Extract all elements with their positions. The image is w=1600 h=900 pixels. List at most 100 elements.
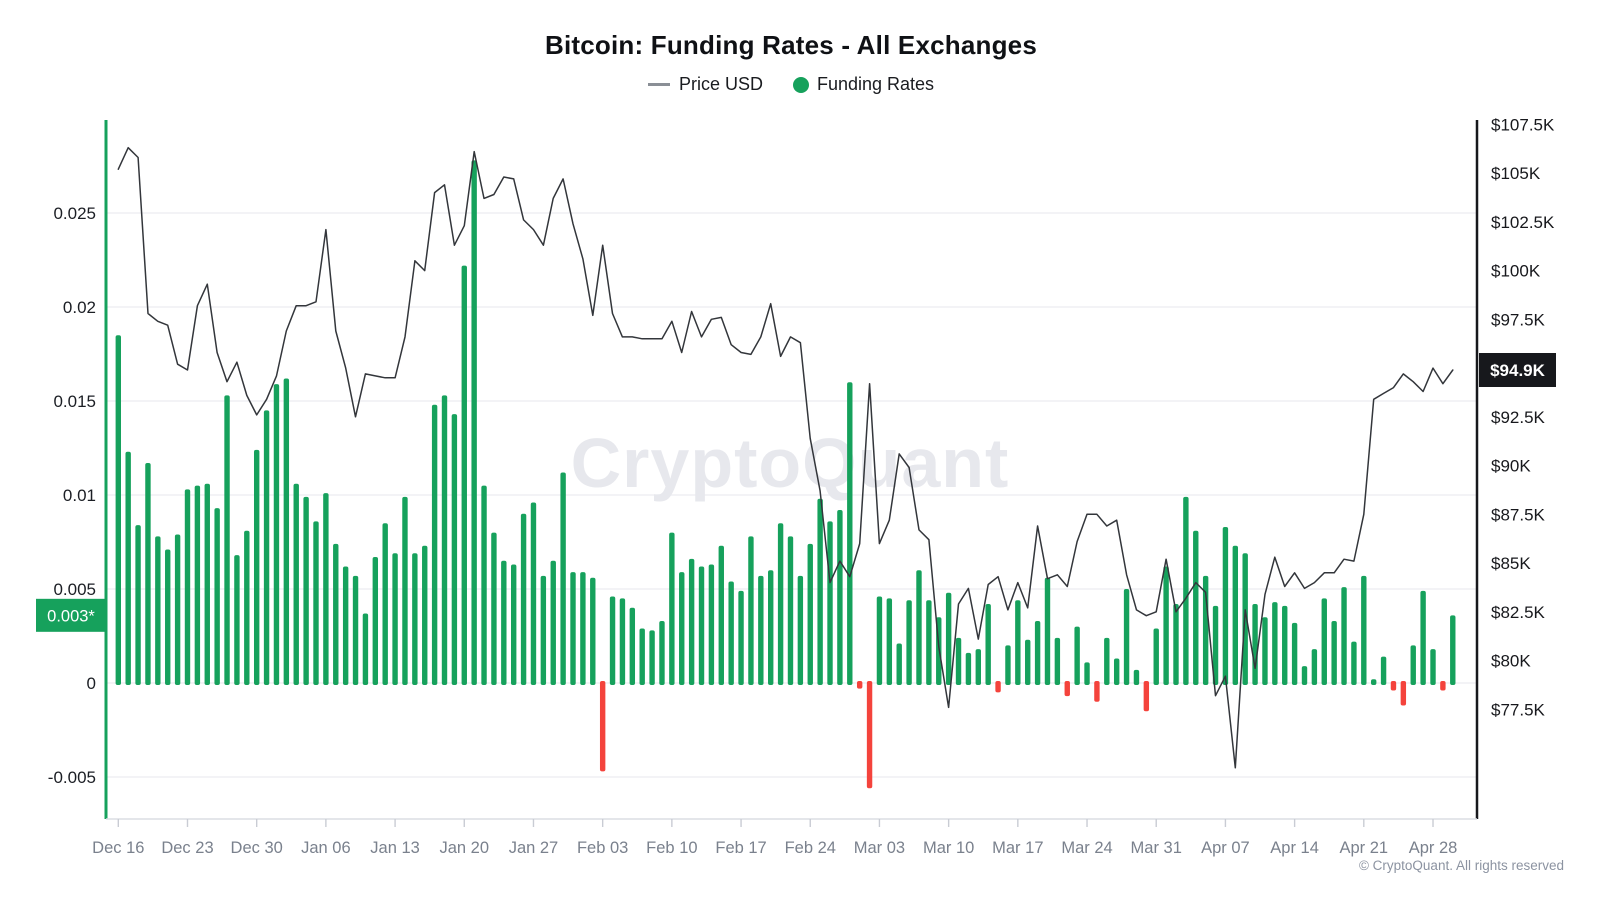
funding-bar bbox=[1331, 620, 1337, 685]
left-axis-tick-label: 0.005 bbox=[53, 580, 96, 599]
legend-item-price-usd[interactable]: Price USD bbox=[647, 74, 763, 95]
funding-bar bbox=[273, 384, 280, 685]
funding-bar bbox=[184, 489, 191, 685]
funding-bar bbox=[1143, 681, 1150, 712]
x-tick-label: Mar 03 bbox=[854, 839, 905, 857]
funding-bar bbox=[461, 265, 467, 685]
legend-label-funding-rates: Funding Rates bbox=[816, 74, 935, 94]
funding-bar bbox=[155, 536, 161, 685]
funding-bar bbox=[659, 620, 665, 685]
funding-bar bbox=[1094, 681, 1100, 702]
funding-bar bbox=[787, 536, 794, 685]
funding-bar bbox=[1321, 598, 1327, 685]
funding-bar bbox=[995, 681, 1001, 693]
funding-bar bbox=[1252, 604, 1258, 685]
funding-bar bbox=[1361, 575, 1367, 685]
left-axis-tick-label: 0.01 bbox=[63, 486, 96, 505]
funding-bar bbox=[145, 463, 151, 685]
funding-bar bbox=[1370, 679, 1377, 685]
funding-bar bbox=[214, 508, 220, 685]
funding-bar bbox=[1163, 566, 1169, 685]
left-axis-tick-label: -0.005 bbox=[48, 768, 96, 787]
funding-bar bbox=[1420, 590, 1426, 685]
funding-bar bbox=[283, 378, 290, 685]
funding-bar bbox=[422, 545, 428, 685]
funding-bar bbox=[194, 485, 201, 685]
x-tick-label: Jan 06 bbox=[301, 839, 351, 857]
funding-bar bbox=[491, 532, 497, 685]
x-axis-labels: Dec 16 Dec 23 Dec 30 Jan 06 Jan 13 Jan 20 Jan … bbox=[92, 819, 1457, 857]
funding-bar bbox=[1133, 669, 1140, 685]
x-tick-label: Apr 21 bbox=[1339, 839, 1388, 857]
funding-bar bbox=[352, 575, 359, 685]
funding-bar bbox=[313, 521, 319, 685]
right-axis-tick-label: $77.5K bbox=[1491, 700, 1546, 719]
left-axis-labels: 0.025 0.02 0.015 0.01 0.005 0 -0.005 0.003* bbox=[36, 204, 106, 787]
cryptoquant-watermark: CryptoQuant bbox=[571, 424, 1010, 502]
funding-bar bbox=[1104, 637, 1110, 685]
funding-bar bbox=[333, 543, 339, 685]
funding-bar bbox=[708, 564, 715, 685]
funding-bar bbox=[511, 564, 517, 685]
funding-bar bbox=[797, 575, 804, 685]
right-axis-labels: $107.5K $105K $102.5K $100K $97.5K $92.5K $90K… bbox=[1479, 115, 1556, 719]
x-tick-label: Apr 07 bbox=[1201, 839, 1250, 857]
funding-bar bbox=[1282, 605, 1288, 685]
x-tick-label: Feb 03 bbox=[577, 839, 628, 857]
funding-bar bbox=[1262, 617, 1268, 685]
right-axis-tick-label: $90K bbox=[1491, 457, 1531, 476]
funding-bar bbox=[599, 681, 606, 772]
funding-rates-dot-icon bbox=[792, 76, 809, 93]
left-axis-tick-label: 0 bbox=[87, 674, 96, 693]
funding-bar bbox=[451, 414, 458, 685]
funding-bar bbox=[303, 496, 309, 685]
funding-bar bbox=[886, 598, 893, 685]
funding-bar bbox=[253, 449, 260, 685]
right-axis-tick-label: $92.5K bbox=[1491, 408, 1546, 427]
current-funding-badge-label: 0.003* bbox=[47, 607, 95, 625]
left-axis-tick-label: 0.02 bbox=[63, 298, 96, 317]
x-tick-label: Feb 24 bbox=[785, 839, 836, 857]
funding-bar bbox=[481, 485, 487, 685]
funding-bar bbox=[501, 560, 507, 685]
funding-bar bbox=[560, 472, 566, 685]
funding-bar bbox=[1311, 649, 1318, 685]
funding-bar bbox=[906, 600, 912, 685]
right-axis-tick-label: $82.5K bbox=[1491, 603, 1546, 622]
funding-bar bbox=[679, 572, 685, 685]
funding-bar bbox=[293, 483, 299, 685]
funding-bar bbox=[402, 496, 408, 685]
funding-bar bbox=[1183, 496, 1189, 685]
funding-bars bbox=[115, 160, 1456, 789]
right-axis-tick-label: $100K bbox=[1491, 262, 1541, 281]
funding-bar bbox=[856, 681, 863, 689]
funding-bar bbox=[768, 570, 774, 685]
funding-bar bbox=[827, 521, 833, 685]
right-axis-tick-label: $97.5K bbox=[1491, 310, 1546, 329]
x-tick-label: Feb 17 bbox=[715, 839, 766, 857]
x-tick-label: Jan 20 bbox=[440, 839, 490, 857]
funding-bar bbox=[1015, 600, 1021, 685]
funding-bar bbox=[431, 404, 438, 685]
x-tick-label: Apr 28 bbox=[1409, 839, 1458, 857]
funding-bar bbox=[619, 598, 626, 685]
funding-bar bbox=[580, 572, 586, 685]
x-tick-label: Mar 31 bbox=[1131, 839, 1182, 857]
right-axis-tick-label: $80K bbox=[1491, 652, 1531, 671]
funding-bar bbox=[550, 560, 556, 685]
current-funding-badge bbox=[36, 598, 106, 632]
funding-bar bbox=[1044, 577, 1051, 685]
right-axis-tick-label: $105K bbox=[1491, 164, 1541, 183]
funding-bar bbox=[1084, 662, 1090, 685]
funding-bar bbox=[896, 643, 902, 685]
legend-item-funding-rates[interactable]: Funding Rates bbox=[792, 74, 935, 95]
funding-bar bbox=[1390, 681, 1397, 691]
x-tick-label: Mar 10 bbox=[923, 839, 974, 857]
left-axis-tick-label: 0.025 bbox=[53, 204, 96, 223]
x-tick-label: Jan 27 bbox=[509, 839, 559, 857]
funding-bar bbox=[639, 628, 645, 685]
funding-bar bbox=[1291, 622, 1298, 685]
funding-bar bbox=[629, 607, 636, 685]
current-price-badge bbox=[1479, 353, 1556, 387]
